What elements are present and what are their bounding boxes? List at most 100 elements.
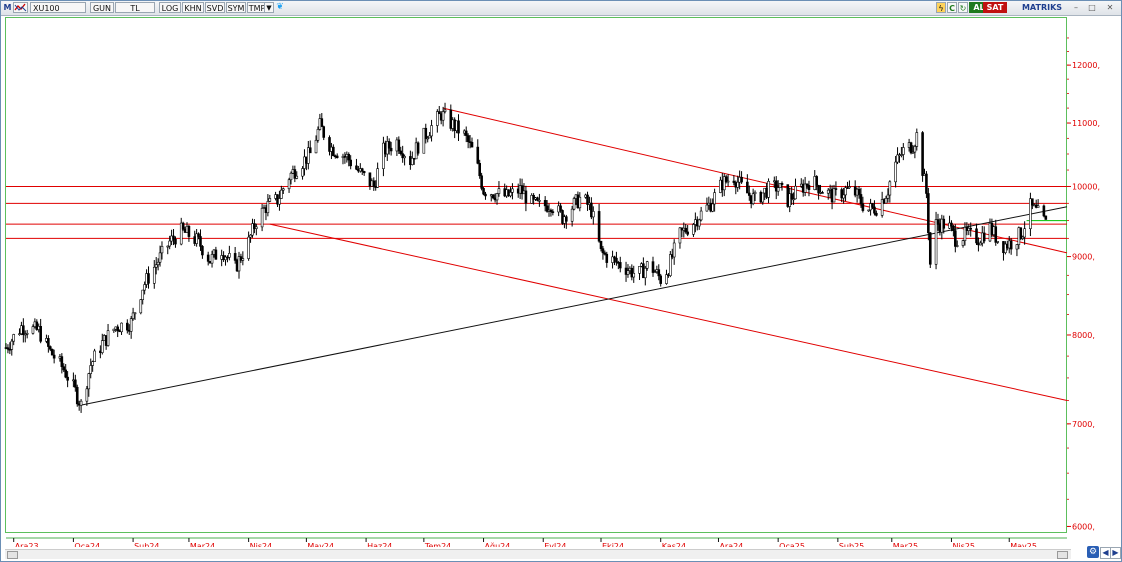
candle-body [780,183,784,185]
tb-button-sym[interactable]: SYM [226,2,246,13]
x-tick-label: Nis25 [952,542,975,547]
buy-button[interactable]: AL [969,2,989,13]
candle-body [322,126,326,138]
tb-button-svd[interactable]: SVD [205,2,225,13]
maximize-icon[interactable]: □ [1088,3,1096,12]
scroll-thumb-left[interactable] [7,551,18,559]
symbol-field[interactable]: XU100 [30,2,86,13]
candle-body [844,187,847,196]
candle-body [39,326,42,342]
horizontal-scrollbar[interactable] [5,549,1071,559]
x-tick-label: May24 [307,542,334,547]
candle-body [139,299,143,314]
candle-body [1042,205,1046,217]
candle-body [592,211,595,218]
candle-body [543,200,547,207]
candle-body [952,225,955,232]
candle-body [360,168,364,172]
candle-body [464,130,468,136]
brand-label: MATRIKS [1021,3,1063,12]
close-icon[interactable]: ✕ [1106,3,1114,12]
candle-body [368,172,372,187]
x-tick-label: Ara24 [719,542,743,547]
sell-button[interactable]: SAT [983,2,1007,13]
candle-body [925,173,928,194]
candle-body [840,189,844,199]
candle-body [747,192,751,196]
candle-body [47,338,50,347]
tb-button-tl[interactable]: TL [115,2,155,13]
dropdown-icon[interactable]: ▼ [264,2,274,13]
candle-body [66,376,69,381]
candle-body [753,191,757,195]
tb-button-khn[interactable]: KHN [182,2,204,13]
lightning-icon[interactable]: ϟ [936,2,946,13]
candle-body [934,219,938,265]
plot-area[interactable] [5,17,1067,533]
link-icon[interactable]: ⚙ [1087,546,1099,558]
candle-body [982,232,986,242]
x-tick-label: Tem24 [424,542,451,547]
candle-body [226,256,229,259]
candle-body [476,146,480,164]
candle-body [347,154,351,161]
candle-body [152,266,156,284]
candle-body [821,192,824,194]
candle-body [875,212,878,216]
candle-body [89,365,93,374]
candle-body [684,227,688,233]
candle-body [630,267,634,278]
x-tick-label: Mar25 [893,542,918,547]
candle-body [867,209,870,212]
candle-body [466,135,470,142]
tb-button-log[interactable]: LOG [159,2,181,13]
candle-body [597,211,601,242]
candle-body [536,197,539,201]
candle-body [726,180,730,183]
trend-line [269,223,1068,401]
candle-body [247,236,250,259]
candle-body [10,340,14,350]
candle-body [1009,240,1013,250]
candle-body [1019,227,1023,239]
candle-body [886,194,890,199]
candle-body [206,254,210,262]
candle-body [195,233,198,244]
candle-body [266,201,270,214]
candle-body [308,147,312,154]
candle-body [158,252,162,263]
candle-body [659,275,663,284]
candle-body [436,111,439,126]
candle-body [484,193,487,197]
candle-body [141,289,145,300]
candle-body [18,333,21,336]
candle-body [403,156,406,159]
candle-body [249,234,252,238]
candle-body [1023,228,1026,238]
candle-body [480,175,483,189]
candle-body [255,226,258,229]
candle-body [722,176,726,191]
refresh-icon[interactable]: ↻ [958,2,968,13]
x-tick-label: Eyl24 [544,542,566,547]
candle-body [586,194,589,205]
candle-body [928,232,932,265]
tb-button-gun[interactable]: GUN [90,2,114,13]
candle-body [428,135,431,139]
scroll-right-icon[interactable]: ▶ [1110,547,1121,559]
candle-body [75,386,79,405]
candle-body [441,111,445,121]
candle-body [1021,236,1025,239]
chart-type-icon[interactable] [13,2,28,13]
candle-body [792,198,795,201]
toolbar: M XU100 GUN TL LOG KHN SVD SYM TMP ▼ ❦ ϟ… [1,1,1121,16]
candle-body [491,194,495,199]
info-icon[interactable]: C [947,2,957,13]
candle-body [12,334,16,342]
scroll-thumb-right[interactable] [1057,551,1068,559]
minimize-icon[interactable]: – [1074,3,1078,12]
candle-body [278,198,281,205]
twitter-icon[interactable]: ❦ [276,2,284,12]
candle-body [615,257,618,263]
